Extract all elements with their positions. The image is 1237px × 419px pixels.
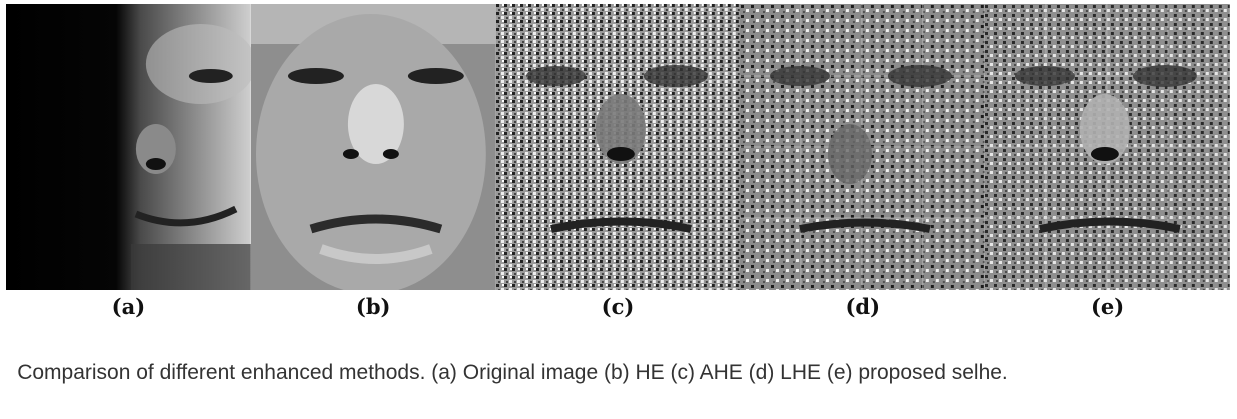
- panel-c-label: (c): [601, 294, 635, 319]
- panel-d-label: (d): [845, 294, 881, 319]
- panel-a-image: [6, 4, 251, 290]
- panel-a-label: (a): [111, 294, 146, 319]
- figure-caption: Comparison of different enhanced methods…: [17, 361, 1008, 384]
- panel-labels: (a) (b) (c) (d) (e): [6, 292, 1230, 322]
- panel-e-label: (e): [1090, 294, 1125, 319]
- panel-d-image: [740, 4, 986, 290]
- panel-e-image: [985, 4, 1230, 290]
- panel-b-label: (b): [355, 294, 391, 319]
- panel-b-image: [250, 4, 496, 290]
- panel-c-image: [495, 4, 741, 290]
- figure-image-strip: [6, 4, 1230, 290]
